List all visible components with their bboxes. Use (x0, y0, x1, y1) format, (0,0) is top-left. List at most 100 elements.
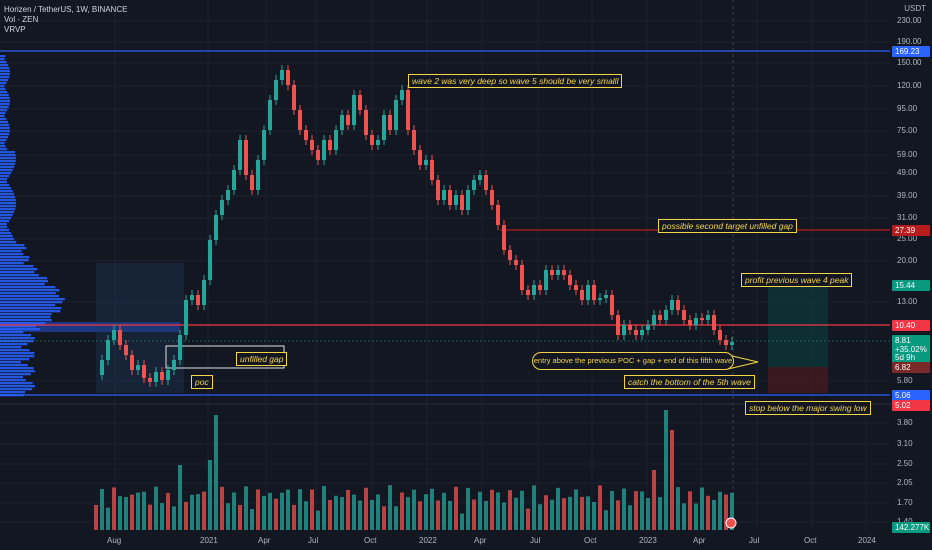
candle-body (520, 265, 524, 290)
profile-bar (0, 247, 27, 250)
candle-body (622, 325, 626, 335)
candle-body (106, 340, 110, 360)
candle-body (436, 180, 440, 200)
volume-bar (298, 489, 302, 530)
price-tag: 5.02 (892, 400, 930, 411)
time-tick-label: 2024 (858, 536, 876, 545)
time-tick-label: Jul (308, 536, 319, 545)
candle-body (394, 100, 398, 130)
volume-bar (556, 487, 560, 530)
profile-bar (0, 154, 16, 157)
profile-bar (0, 76, 10, 79)
time-tick-label: Jul (530, 536, 541, 545)
volume-bar (616, 500, 620, 530)
price-tick-label: 39.00 (897, 191, 918, 200)
price-tick-label: 5.80 (897, 376, 913, 385)
volume-bar (358, 500, 362, 530)
time-tick-label: Apr (474, 536, 487, 545)
volume-bar (412, 489, 416, 530)
annotation-second-target: possible second target unfilled gap (658, 219, 797, 233)
poc-zone-box (96, 263, 184, 393)
profile-bar (0, 202, 16, 205)
profile-bar (0, 172, 12, 175)
candle-body (610, 295, 614, 315)
price-tick-label: 2.05 (897, 478, 913, 487)
volume-bar (310, 489, 314, 530)
candle-body (484, 175, 488, 190)
volume-bar (706, 495, 710, 530)
price-tick-label: 3.10 (897, 439, 913, 448)
volume-bar (130, 494, 134, 530)
profile-bar (0, 358, 30, 361)
profile-bar (0, 376, 23, 379)
profile-bar (0, 67, 10, 70)
candle-body (472, 180, 476, 190)
profile-bar (0, 181, 8, 184)
candle-body (118, 330, 122, 345)
currency-label[interactable]: USDT (904, 4, 926, 13)
volume-indicator-label[interactable]: Vol · ZEN (4, 15, 39, 24)
candle-body (556, 270, 560, 275)
candle-body (430, 160, 434, 180)
volume-bar (250, 509, 254, 530)
symbol-title[interactable]: Horizen / TetherUS, 1W, BINANCE (4, 5, 128, 14)
profile-bar (0, 130, 10, 133)
candle-body (400, 90, 404, 100)
volume-bar (394, 506, 398, 530)
candle-body (526, 290, 530, 295)
candle-body (100, 360, 104, 375)
volume-bar (598, 485, 602, 530)
volume-bar (586, 496, 590, 530)
profile-bar (0, 298, 65, 301)
volume-bar (382, 506, 386, 530)
profile-bar (0, 337, 35, 340)
poc-profile-band (0, 322, 180, 332)
profile-bar (0, 79, 9, 82)
profile-bar (0, 139, 7, 142)
volume-bar (322, 486, 326, 530)
candle-body (574, 285, 578, 290)
candle-body (208, 240, 212, 280)
candle-body (274, 80, 278, 100)
profile-bar (0, 115, 5, 118)
candle-body (544, 270, 548, 290)
price-tag: 15.44 (892, 280, 930, 291)
profile-bar (0, 163, 16, 166)
candle-body (478, 175, 482, 180)
volume-bar (112, 487, 116, 530)
profile-bar (0, 112, 6, 115)
volume-bar (724, 494, 728, 530)
candle-body (424, 160, 428, 165)
price-tag: 10.40 (892, 320, 930, 331)
volume-bar (190, 494, 194, 530)
candle-body (334, 130, 338, 150)
volume-bar (538, 504, 542, 530)
candle-body (700, 318, 704, 320)
volume-bar (484, 500, 488, 530)
profile-bar (0, 121, 9, 124)
volume-bar (256, 489, 260, 530)
profile-bar (0, 220, 10, 223)
profile-bar (0, 178, 8, 181)
candle-body (466, 190, 470, 210)
profile-bar (0, 262, 24, 265)
candle-body (154, 372, 158, 382)
profile-bar (0, 148, 8, 151)
candle-body (604, 295, 608, 298)
volume-bar (664, 410, 668, 530)
volume-bar (400, 492, 404, 530)
profile-bar (0, 64, 9, 67)
candle-body (388, 115, 392, 130)
profile-bar (0, 193, 15, 196)
volume-bar (286, 489, 290, 530)
candle-body (142, 365, 146, 378)
volume-bar (118, 496, 122, 530)
volume-bar (388, 485, 392, 530)
annotation-unfilled-gap: unfilled gap (236, 352, 288, 366)
volume-bar (502, 502, 506, 530)
candle-body (586, 285, 590, 300)
profile-bar (0, 325, 37, 328)
candle-body (244, 140, 248, 175)
profile-indicator-label[interactable]: VRVP (4, 25, 26, 34)
